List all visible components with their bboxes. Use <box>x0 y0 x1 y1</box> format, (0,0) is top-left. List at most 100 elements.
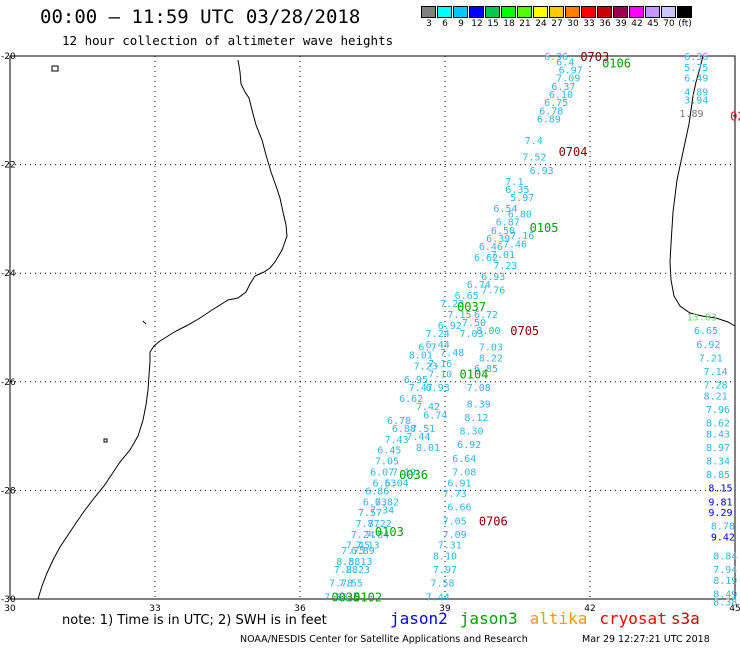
wave-height-value: 6.93 <box>530 166 554 177</box>
wave-height-value: 6.78 <box>387 416 411 427</box>
wave-height-value: 7.55 <box>339 579 363 590</box>
wave-height-value: 8.01 <box>416 443 440 454</box>
wave-height-value: 7.23 <box>414 362 438 373</box>
pass-time-label: 0105 <box>530 221 559 235</box>
color-scale-label: 15 <box>487 19 499 29</box>
wave-height-value: 7.50 <box>462 318 486 329</box>
wave-height-value: 7.13 <box>356 541 380 552</box>
wave-height-value: 6.66 <box>447 503 471 514</box>
wave-height-value: 5.97 <box>510 193 534 204</box>
color-scale-legend: 3 6 9 12 15 18 21 24 27 30 33 36 39 42 45 70 (ft) <box>421 6 693 29</box>
wave-height-value: 7.08 <box>467 383 491 394</box>
color-swatch <box>645 6 660 18</box>
wave-height-value: 9.29 <box>708 508 732 519</box>
satellite-legend-entry: altika <box>529 609 588 628</box>
wave-height-value: 7.73 <box>443 489 467 500</box>
color-swatch <box>661 6 676 18</box>
wave-height-value: 6.46 <box>479 242 503 253</box>
wave-height-value: 1.89 <box>679 109 703 120</box>
wave-height-value: 6.62 <box>399 394 423 405</box>
color-swatch <box>629 6 644 18</box>
pass-time-label: 0102 <box>353 590 382 604</box>
wave-height-value: 6.50 <box>491 226 515 237</box>
pass-time-label: 0704 <box>559 145 588 159</box>
color-scale-label: 27 <box>551 19 563 29</box>
wave-height-value: 6.74 <box>423 410 447 421</box>
pass-time-label: 0104 <box>460 368 489 382</box>
page-title: 00:00 – 11:59 UTC 03/28/2018 <box>40 6 361 28</box>
color-swatch <box>597 6 612 18</box>
color-scale-label: 45 <box>647 19 659 29</box>
latitude-tick-label: -20 <box>1 52 16 62</box>
wave-height-value: 7.45 <box>346 541 370 552</box>
color-scale-label: 36 <box>599 19 611 29</box>
wave-height-value: 6.65 <box>455 291 479 302</box>
satellite-legend: jason2 jason3 altika cryosat s3a <box>390 609 712 628</box>
wave-height-value: 6.92 <box>438 321 462 332</box>
wave-height-value: 7.78 <box>329 579 353 590</box>
wave-height-value: 6.35 <box>505 185 529 196</box>
wave-height-value: 6.92 <box>696 340 720 351</box>
wave-height-value: 7.23 <box>493 261 517 272</box>
wave-height-value: 7.23 <box>440 299 464 310</box>
wave-height-value: 8.22 <box>479 353 503 364</box>
wave-height-value: 7.52 <box>522 152 546 163</box>
wave-height-value: 7.15 <box>447 310 471 321</box>
pass-time-label: 0251 <box>730 110 740 124</box>
wave-height-value: 8.34 <box>706 457 730 468</box>
wave-height-value: 7.84 <box>365 530 389 541</box>
longitude-tick-label: 45 <box>729 604 740 614</box>
color-scale-label: 9 <box>458 19 464 29</box>
color-scale-label: 33 <box>583 19 595 29</box>
africa-coastline <box>37 59 288 600</box>
island-mark <box>142 320 147 325</box>
wave-height-value: 6.89 <box>537 114 561 125</box>
latitude-tick-labels: -20 -22 -24 -26 -28 -30 <box>1 52 16 605</box>
color-scale-label: 70 <box>663 19 675 29</box>
wave-height-value: 6.64 <box>452 454 476 465</box>
wave-height-value: 6.7 <box>418 343 436 354</box>
wave-height-value: 5.75 <box>684 63 708 74</box>
wave-height-value: 6.82 <box>375 497 399 508</box>
color-swatch <box>565 6 580 18</box>
wave-height-value: 7.97 <box>433 565 457 576</box>
wave-height-value: 8.15 <box>708 484 732 495</box>
wave-height-value: 6.04 <box>385 478 409 489</box>
longitude-tick-label: 39 <box>439 604 451 614</box>
wave-height-value: 6.4 <box>556 57 574 68</box>
wave-height-value: 7.19 <box>392 467 416 478</box>
wave-height-value: 6.78 <box>539 106 563 117</box>
wave-height-value: 6.37 <box>551 82 575 93</box>
wave-height-value: 8.10 <box>433 552 457 563</box>
map-frame <box>9 55 736 600</box>
credit-line: NOAA/NESDIS Center for Satellite Applica… <box>240 634 528 645</box>
wave-height-value: 7.76 <box>481 285 505 296</box>
wave-height-value: 6.93 <box>426 383 450 394</box>
color-scale-label: 3 <box>426 19 432 29</box>
wave-height-values: 6.966.46.977.096.376.106.756.786.897.47.… <box>324 52 737 609</box>
wave-height-value: 7.24 <box>426 329 450 340</box>
wave-height-value: 7.42 <box>416 402 440 413</box>
wave-height-value: 7.09 <box>443 530 467 541</box>
latitude-tick-label: -30 <box>1 595 16 605</box>
wave-height-value: 6.73 <box>363 497 387 508</box>
wave-height-value: 8.21 <box>704 391 728 402</box>
wave-height-value: 6.72 <box>474 310 498 321</box>
pass-time-label: 0706 <box>479 514 508 528</box>
wave-height-value: 6.53 <box>373 478 397 489</box>
wave-height-value: 7.31 <box>438 541 462 552</box>
wave-height-value: 7.01 <box>491 250 515 261</box>
wave-height-value: 6.54 <box>493 204 517 215</box>
wave-height-value: 6.10 <box>549 90 573 101</box>
pass-time-label: 0036 <box>399 468 428 482</box>
color-scale-label: 6 <box>442 19 448 29</box>
footnote: note: 1) Time is in UTC; 2) SWH is in fe… <box>62 613 327 628</box>
wave-height-value: 7.43 <box>385 435 409 446</box>
color-swatch <box>469 6 484 18</box>
wave-height-value: 7.18 <box>336 592 360 603</box>
wave-height-value: 8.62 <box>706 419 730 430</box>
wave-height-value: 7.16 <box>428 359 452 370</box>
wave-height-value: 6.97 <box>559 66 583 77</box>
island-mark <box>51 65 59 72</box>
